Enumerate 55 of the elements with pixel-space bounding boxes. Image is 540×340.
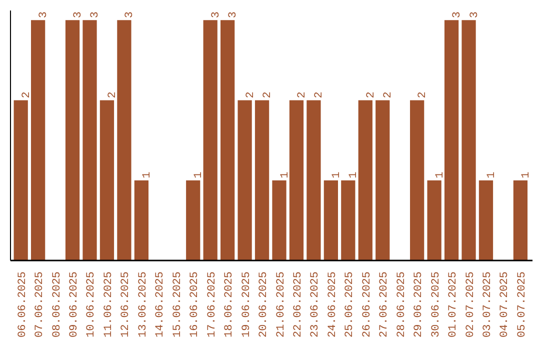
x-tick-label: 16.06.2025	[189, 271, 202, 338]
data-label: 2	[314, 92, 326, 98]
data-label: 1	[348, 171, 360, 178]
data-label: 1	[434, 171, 446, 178]
data-label: 2	[382, 92, 395, 98]
x-tick-label: 28.06.2025	[396, 271, 408, 338]
x-tick-label: 13.06.2025	[137, 271, 150, 338]
data-label: 3	[38, 12, 50, 18]
data-label: 2	[106, 92, 119, 98]
x-tick-label: 08.06.2025	[51, 271, 64, 338]
x-tick-label: 27.06.2025	[378, 271, 391, 338]
data-label: 3	[90, 12, 102, 18]
x-tick-label: 11.06.2025	[102, 271, 115, 338]
data-label: 2	[20, 92, 33, 98]
x-tick-label: 01.07.2025	[448, 271, 460, 338]
x-tick-label: 03.07.2025	[482, 271, 494, 338]
x-tick-label: 04.07.2025	[499, 271, 512, 338]
x-tick-label: 22.06.2025	[292, 271, 304, 338]
x-tick-label: 17.06.2025	[206, 271, 218, 338]
x-tick-label: 21.06.2025	[275, 271, 288, 338]
x-tick-label: 14.06.2025	[154, 271, 167, 338]
x-tick-label: 12.06.2025	[120, 271, 132, 338]
data-label: 1	[193, 171, 206, 178]
x-tick-label: 25.06.2025	[344, 271, 356, 338]
data-label: 1	[520, 171, 532, 178]
x-tick-label: 05.07.2025	[516, 271, 528, 338]
x-tick-label: 19.06.2025	[240, 271, 253, 338]
x-tick-label: 06.06.2025	[16, 271, 29, 338]
data-label: 1	[279, 171, 292, 178]
data-label: 3	[124, 12, 136, 18]
x-tick-label: 20.06.2025	[258, 271, 270, 338]
x-tick-label: 23.06.2025	[310, 271, 322, 338]
x-tick-label: 10.06.2025	[86, 271, 98, 338]
data-label: 3	[452, 12, 464, 18]
data-label: 2	[262, 92, 274, 98]
x-tick-label: 30.06.2025	[430, 271, 442, 338]
x-tick-label: 29.06.2025	[413, 271, 426, 338]
x-tick-label: 15.06.2025	[172, 271, 184, 338]
data-label: 1	[330, 171, 343, 178]
data-label: 3	[228, 12, 240, 18]
data-label: 2	[365, 92, 378, 98]
x-tick-label: 09.06.2025	[68, 271, 81, 338]
data-label: 2	[296, 92, 308, 98]
x-tick-label: 26.06.2025	[361, 271, 374, 338]
data-label: 1	[141, 171, 154, 178]
data-label: 2	[244, 92, 257, 98]
data-label: 3	[72, 12, 85, 18]
x-tick-label: 02.07.2025	[464, 271, 477, 338]
data-label: 3	[468, 12, 481, 18]
x-tick-label: 18.06.2025	[224, 271, 236, 338]
data-label: 1	[486, 171, 498, 178]
x-tick-label: 07.06.2025	[34, 271, 46, 338]
data-label: 2	[417, 92, 430, 98]
x-tick-label: 24.06.2025	[326, 271, 339, 338]
data-label: 3	[210, 12, 222, 18]
